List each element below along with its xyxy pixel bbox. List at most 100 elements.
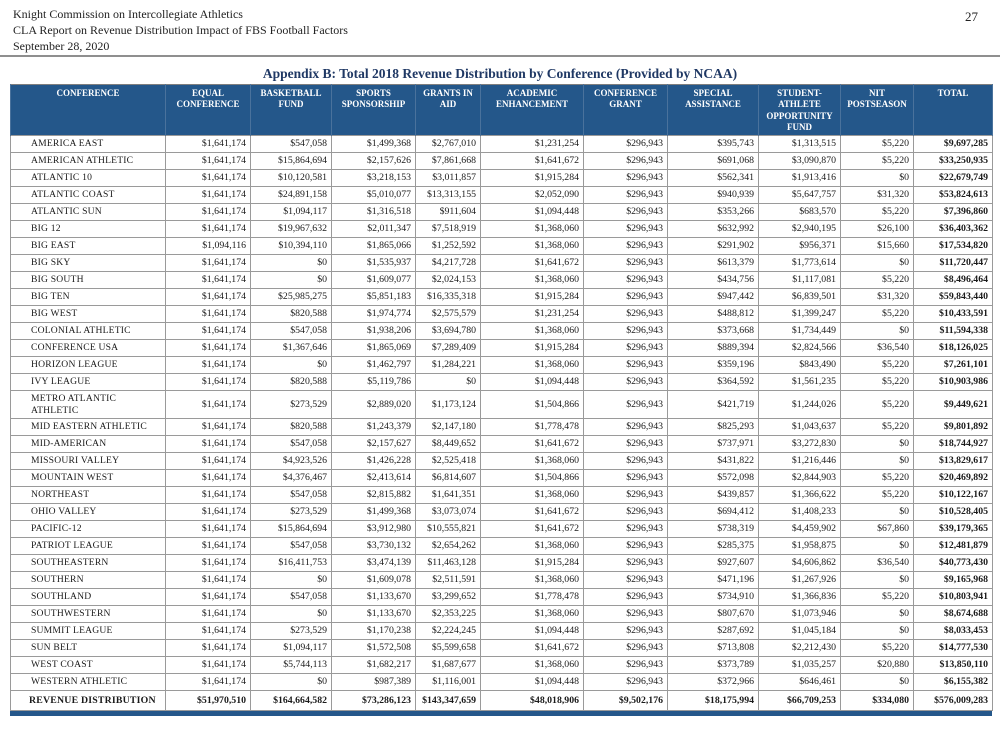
value-cell: $1,641,174	[165, 622, 251, 640]
footer-label: REVENUE DISTRIBUTION	[10, 690, 166, 711]
footer-value-cell: $576,009,283	[913, 690, 993, 711]
table-row: MID EASTERN ATHLETIC $1,641,174 $820,588 $1…	[10, 418, 993, 436]
value-cell: $1,641,174	[165, 520, 251, 538]
value-cell: $4,217,728	[415, 254, 481, 272]
table-row: BIG SOUTH $1,641,174 $0 $1,609,077 $2,024,15…	[10, 271, 993, 289]
column-header: SPORTS SPONSORSHIP	[331, 84, 416, 136]
value-cell: $296,943	[583, 486, 668, 504]
table-row: NORTHEAST $1,641,174 $547,058 $2,815,882 $1,…	[10, 486, 993, 504]
value-cell: $296,943	[583, 339, 668, 357]
value-cell: $1,641,174	[165, 322, 251, 340]
value-cell: $296,943	[583, 605, 668, 623]
value-cell: $53,824,613	[913, 186, 993, 204]
table-row: ATLANTIC SUN $1,641,174 $1,094,117 $1,316,5…	[10, 203, 993, 221]
value-cell: $1,938,206	[331, 322, 416, 340]
value-cell: $7,396,860	[913, 203, 993, 221]
value-cell: $1,641,174	[165, 271, 251, 289]
value-cell: $5,220	[840, 486, 914, 504]
table-row: IVY LEAGUE $1,641,174 $820,588 $5,119,786 $0…	[10, 373, 993, 391]
value-cell: $1,504,866	[480, 469, 584, 487]
value-cell: $1,561,235	[758, 373, 841, 391]
value-cell: $434,756	[667, 271, 759, 289]
value-cell: $67,860	[840, 520, 914, 538]
value-cell: $646,461	[758, 673, 841, 691]
value-cell: $296,943	[583, 418, 668, 436]
value-cell: $20,880	[840, 656, 914, 674]
value-cell: $36,540	[840, 339, 914, 357]
footer-value-cell: $18,175,994	[667, 690, 759, 711]
value-cell: $273,529	[250, 390, 332, 419]
value-cell: $287,692	[667, 622, 759, 640]
document-header: Knight Commission on Intercollegiate Ath…	[13, 7, 348, 54]
value-cell: $927,607	[667, 554, 759, 572]
value-cell: $1,399,247	[758, 305, 841, 323]
table-row: BIG WEST $1,641,174 $820,588 $1,974,774 $2,5…	[10, 305, 993, 323]
value-cell: $1,572,508	[331, 639, 416, 657]
value-cell: $1,641,174	[165, 356, 251, 374]
value-cell: $2,815,882	[331, 486, 416, 504]
value-cell: $296,943	[583, 305, 668, 323]
value-cell: $1,641,174	[165, 452, 251, 470]
table-row: BIG SKY $1,641,174 $0 $1,535,937 $4,217,728 $…	[10, 254, 993, 272]
value-cell: $2,654,262	[415, 537, 481, 555]
column-header: STUDENT-ATHLETE OPPORTUNITY FUND	[758, 84, 841, 136]
value-cell: $1,117,081	[758, 271, 841, 289]
value-cell: $36,403,362	[913, 220, 993, 238]
value-cell: $1,368,060	[480, 356, 584, 374]
value-cell: $296,943	[583, 135, 668, 153]
conference-name-cell: BIG SKY	[10, 254, 166, 272]
value-cell: $364,592	[667, 373, 759, 391]
value-cell: $296,943	[583, 203, 668, 221]
value-cell: $15,864,694	[250, 520, 332, 538]
value-cell: $1,231,254	[480, 135, 584, 153]
value-cell: $296,943	[583, 452, 668, 470]
conference-name-cell: PATRIOT LEAGUE	[10, 537, 166, 555]
value-cell: $1,316,518	[331, 203, 416, 221]
value-cell: $5,220	[840, 469, 914, 487]
value-cell: $956,371	[758, 237, 841, 255]
value-cell: $1,687,677	[415, 656, 481, 674]
value-cell: $6,814,607	[415, 469, 481, 487]
table-title: Appendix B: Total 2018 Revenue Distribut…	[262, 66, 738, 81]
value-cell: $0	[840, 452, 914, 470]
value-cell: $1,958,875	[758, 537, 841, 555]
value-cell: $25,985,275	[250, 288, 332, 306]
conference-name-cell: IVY LEAGUE	[10, 373, 166, 391]
value-cell: $820,588	[250, 373, 332, 391]
conference-name-cell: SOUTHERN	[10, 571, 166, 589]
value-cell: $1,641,672	[480, 520, 584, 538]
value-cell: $0	[840, 571, 914, 589]
header-line-report: CLA Report on Revenue Distribution Impac…	[13, 22, 348, 37]
table-row: MISSOURI VALLEY $1,641,174 $4,923,526 $1,42…	[10, 452, 993, 470]
value-cell: $1,094,448	[480, 622, 584, 640]
value-cell: $547,058	[250, 537, 332, 555]
value-cell: $1,252,592	[415, 237, 481, 255]
value-cell: $843,490	[758, 356, 841, 374]
page-number: 27	[965, 9, 978, 24]
conference-name-cell: AMERICA EAST	[10, 135, 166, 153]
value-cell: $395,743	[667, 135, 759, 153]
value-cell: $1,641,174	[165, 639, 251, 657]
value-cell: $373,789	[667, 656, 759, 674]
conference-name-cell: CONFERENCE USA	[10, 339, 166, 357]
value-cell: $1,535,937	[331, 254, 416, 272]
table-row: ATLANTIC COAST $1,641,174 $24,891,158 $5,01…	[10, 186, 993, 204]
value-cell: $8,496,464	[913, 271, 993, 289]
header-line-org: Knight Commission on Intercollegiate Ath…	[13, 7, 243, 21]
conference-name-cell: METRO ATLANTIC ATHLETIC	[10, 390, 166, 419]
conference-name-cell: ATLANTIC COAST	[10, 186, 166, 204]
value-cell: $2,889,020	[331, 390, 416, 419]
value-cell: $421,719	[667, 390, 759, 419]
conference-name-cell: BIG SOUTH	[10, 271, 166, 289]
value-cell: $12,481,879	[913, 537, 993, 555]
value-cell: $1,641,174	[165, 169, 251, 187]
column-header: GRANTS IN AID	[415, 84, 481, 136]
value-cell: $296,943	[583, 588, 668, 606]
value-cell: $1,641,174	[165, 186, 251, 204]
value-cell: $372,966	[667, 673, 759, 691]
value-cell: $694,412	[667, 503, 759, 521]
table-row: WESTERN ATHLETIC $1,641,174 $0 $987,389 $1,1…	[10, 673, 993, 691]
value-cell: $1,641,174	[165, 503, 251, 521]
conference-name-cell: MOUNTAIN WEST	[10, 469, 166, 487]
value-cell: $3,730,132	[331, 537, 416, 555]
